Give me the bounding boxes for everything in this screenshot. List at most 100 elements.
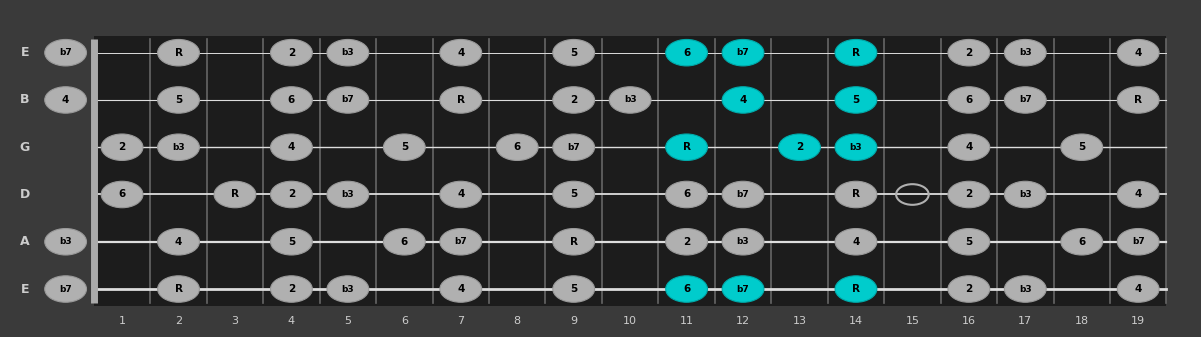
Ellipse shape	[1004, 276, 1046, 302]
Text: 5: 5	[288, 237, 295, 247]
Ellipse shape	[948, 87, 990, 113]
Ellipse shape	[1004, 39, 1046, 66]
Ellipse shape	[44, 228, 86, 255]
Text: 9: 9	[570, 316, 578, 326]
Text: 2: 2	[288, 189, 295, 200]
Text: 5: 5	[853, 95, 860, 105]
Ellipse shape	[327, 181, 369, 208]
Text: 6: 6	[401, 316, 408, 326]
Text: 5: 5	[345, 316, 352, 326]
Text: 6: 6	[683, 48, 691, 58]
Text: 8: 8	[514, 316, 521, 326]
Ellipse shape	[1117, 39, 1159, 66]
Ellipse shape	[722, 228, 764, 255]
Ellipse shape	[1060, 228, 1103, 255]
Text: 4: 4	[458, 48, 465, 58]
Ellipse shape	[157, 134, 199, 160]
Text: b7: b7	[567, 143, 580, 152]
Text: 6: 6	[683, 189, 691, 200]
Ellipse shape	[835, 276, 877, 302]
Ellipse shape	[1060, 134, 1103, 160]
Text: 15: 15	[906, 316, 920, 326]
Text: 4: 4	[740, 95, 747, 105]
Text: E: E	[20, 282, 29, 296]
Text: R: R	[456, 95, 465, 105]
Text: b3: b3	[736, 237, 749, 246]
Text: b7: b7	[59, 48, 72, 57]
Text: 4: 4	[288, 316, 295, 326]
Text: b3: b3	[1018, 284, 1032, 294]
Text: 4: 4	[288, 142, 295, 152]
Ellipse shape	[722, 181, 764, 208]
Ellipse shape	[327, 87, 369, 113]
Ellipse shape	[496, 134, 538, 160]
Ellipse shape	[327, 276, 369, 302]
Text: 5: 5	[570, 189, 578, 200]
Text: 2: 2	[966, 189, 973, 200]
Text: 4: 4	[853, 237, 860, 247]
Text: 6: 6	[401, 237, 408, 247]
Text: 4: 4	[1135, 189, 1142, 200]
Text: 2: 2	[966, 48, 973, 58]
Ellipse shape	[44, 39, 86, 66]
Text: 5: 5	[570, 284, 578, 294]
Ellipse shape	[609, 87, 651, 113]
Text: 6: 6	[288, 95, 295, 105]
Ellipse shape	[948, 134, 990, 160]
Text: 12: 12	[736, 316, 751, 326]
Text: 4: 4	[175, 237, 183, 247]
Ellipse shape	[665, 39, 707, 66]
Ellipse shape	[157, 39, 199, 66]
Text: 4: 4	[966, 142, 973, 152]
Text: R: R	[231, 189, 239, 200]
Text: 2: 2	[570, 95, 578, 105]
Text: 7: 7	[458, 316, 465, 326]
Ellipse shape	[383, 228, 425, 255]
Text: 4: 4	[1135, 48, 1142, 58]
Ellipse shape	[270, 181, 312, 208]
Text: b3: b3	[1018, 48, 1032, 57]
Ellipse shape	[157, 276, 199, 302]
Ellipse shape	[270, 276, 312, 302]
Ellipse shape	[440, 276, 482, 302]
Text: b7: b7	[454, 237, 467, 246]
Text: 16: 16	[962, 316, 976, 326]
Text: b3: b3	[341, 190, 354, 199]
Text: 2: 2	[288, 284, 295, 294]
Text: 14: 14	[849, 316, 864, 326]
Text: 3: 3	[232, 316, 239, 326]
Text: 5: 5	[570, 48, 578, 58]
Ellipse shape	[552, 276, 594, 302]
Ellipse shape	[835, 87, 877, 113]
Text: 5: 5	[401, 142, 408, 152]
Text: 2: 2	[796, 142, 803, 152]
Ellipse shape	[665, 228, 707, 255]
Text: b3: b3	[341, 48, 354, 57]
Text: 5: 5	[966, 237, 973, 247]
Text: R: R	[682, 142, 691, 152]
Text: 2: 2	[966, 284, 973, 294]
Text: G: G	[20, 141, 30, 154]
Text: b3: b3	[623, 95, 637, 104]
Ellipse shape	[552, 134, 594, 160]
Text: 6: 6	[119, 189, 126, 200]
Ellipse shape	[44, 87, 86, 113]
Text: 2: 2	[175, 316, 183, 326]
Text: b3: b3	[59, 237, 72, 246]
Text: b7: b7	[1131, 237, 1145, 246]
Ellipse shape	[1004, 87, 1046, 113]
Text: R: R	[852, 48, 860, 58]
Ellipse shape	[270, 87, 312, 113]
Text: 5: 5	[1078, 142, 1086, 152]
Ellipse shape	[1117, 228, 1159, 255]
Ellipse shape	[552, 228, 594, 255]
Ellipse shape	[948, 228, 990, 255]
Text: b7: b7	[736, 190, 749, 199]
Text: b3: b3	[172, 143, 185, 152]
Ellipse shape	[44, 276, 86, 302]
Text: 5: 5	[175, 95, 183, 105]
Text: b7: b7	[341, 95, 354, 104]
Ellipse shape	[270, 39, 312, 66]
Text: 17: 17	[1018, 316, 1033, 326]
Text: b7: b7	[736, 284, 749, 294]
